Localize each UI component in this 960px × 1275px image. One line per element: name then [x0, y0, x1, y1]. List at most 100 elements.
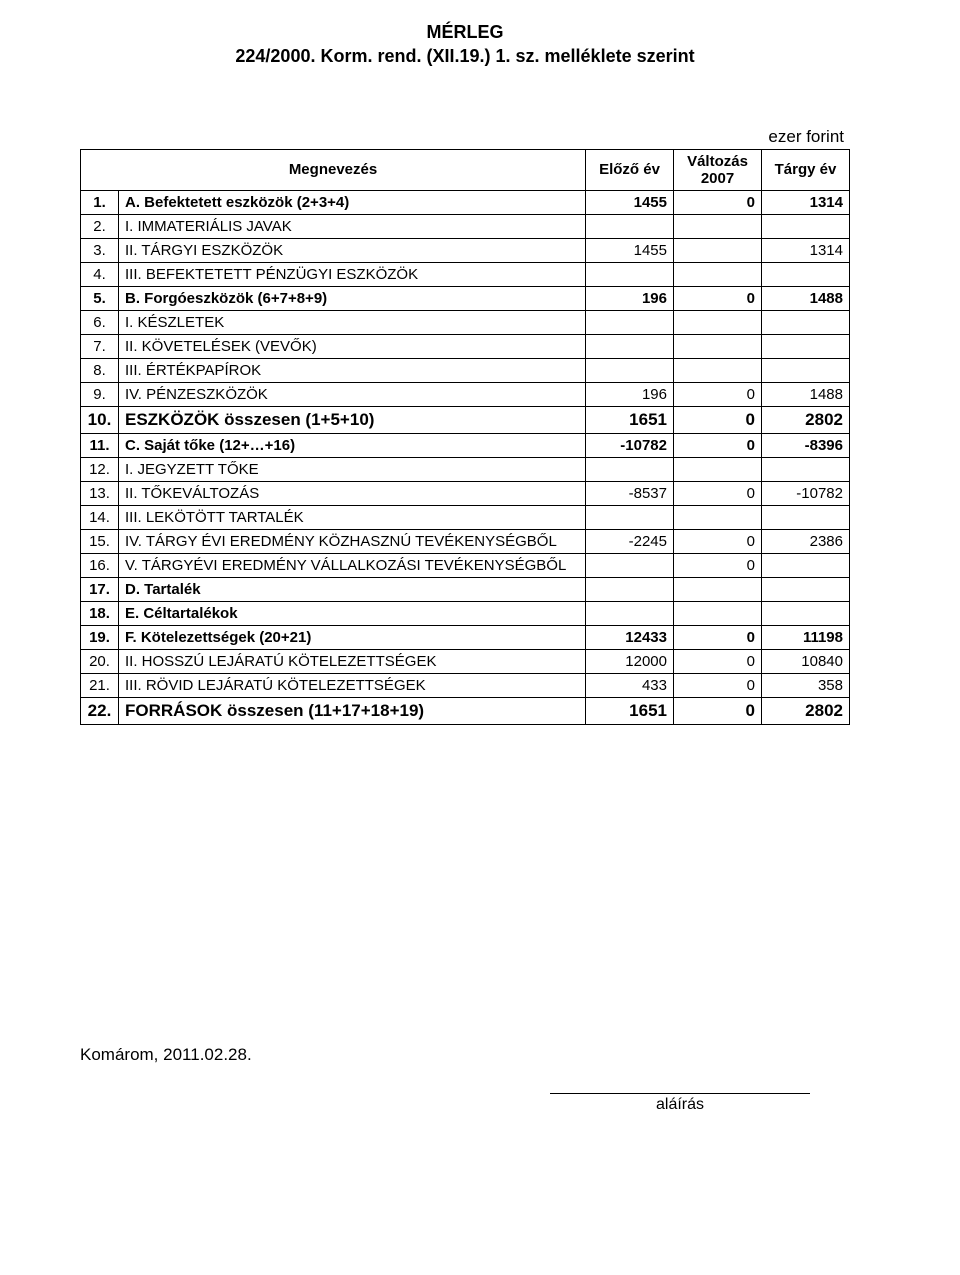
- row-number: 5.: [81, 286, 119, 310]
- row-change: [674, 334, 762, 358]
- balance-table: Megnevezés Előző év Változás 2007 Tárgy …: [80, 149, 850, 725]
- row-name: V. TÁRGYÉVI EREDMÉNY VÁLLALKOZÁSI TEVÉKE…: [119, 553, 586, 577]
- row-prev: 12000: [586, 649, 674, 673]
- row-curr: 10840: [762, 649, 850, 673]
- row-prev: 1651: [586, 406, 674, 433]
- row-curr: 1488: [762, 382, 850, 406]
- table-row: 8.III. ÉRTÉKPAPÍROK: [81, 358, 850, 382]
- row-number: 12.: [81, 457, 119, 481]
- row-prev: [586, 334, 674, 358]
- row-change: [674, 214, 762, 238]
- row-name: C. Saját tőke (12+…+16): [119, 433, 586, 457]
- table-row: 21.III. RÖVID LEJÁRATÚ KÖTELEZETTSÉGEK43…: [81, 673, 850, 697]
- col-header-curr: Tárgy év: [762, 149, 850, 190]
- row-curr: 1314: [762, 190, 850, 214]
- row-name: II. KÖVETELÉSEK (VEVŐK): [119, 334, 586, 358]
- table-row: 5.B. Forgóeszközök (6+7+8+9)19601488: [81, 286, 850, 310]
- row-prev: -2245: [586, 529, 674, 553]
- row-name: FORRÁSOK összesen (11+17+18+19): [119, 697, 586, 724]
- row-curr: [762, 262, 850, 286]
- row-curr: 11198: [762, 625, 850, 649]
- row-name: E. Céltartalékok: [119, 601, 586, 625]
- row-prev: [586, 505, 674, 529]
- row-name: III. ÉRTÉKPAPÍROK: [119, 358, 586, 382]
- row-number: 7.: [81, 334, 119, 358]
- table-row: 12.I. JEGYZETT TŐKE: [81, 457, 850, 481]
- row-name: II. TÁRGYI ESZKÖZÖK: [119, 238, 586, 262]
- row-name: III. RÖVID LEJÁRATÚ KÖTELEZETTSÉGEK: [119, 673, 586, 697]
- row-prev: [586, 457, 674, 481]
- row-name: III. BEFEKTETETT PÉNZÜGYI ESZKÖZÖK: [119, 262, 586, 286]
- row-number: 1.: [81, 190, 119, 214]
- table-row: 13.II. TŐKEVÁLTOZÁS-85370-10782: [81, 481, 850, 505]
- row-prev: 12433: [586, 625, 674, 649]
- row-curr: 2386: [762, 529, 850, 553]
- col-header-prev: Előző év: [586, 149, 674, 190]
- row-number: 3.: [81, 238, 119, 262]
- unit-label: ezer forint: [80, 127, 850, 147]
- row-curr: [762, 214, 850, 238]
- row-number: 9.: [81, 382, 119, 406]
- row-prev: [586, 262, 674, 286]
- table-row: 11.C. Saját tőke (12+…+16)-107820-8396: [81, 433, 850, 457]
- row-change: 0: [674, 529, 762, 553]
- table-row: 16.V. TÁRGYÉVI EREDMÉNY VÁLLALKOZÁSI TEV…: [81, 553, 850, 577]
- row-change: 0: [674, 625, 762, 649]
- row-prev: 196: [586, 382, 674, 406]
- row-name: II. TŐKEVÁLTOZÁS: [119, 481, 586, 505]
- row-number: 6.: [81, 310, 119, 334]
- table-head: Megnevezés Előző év Változás 2007 Tárgy …: [81, 149, 850, 190]
- row-curr: 1314: [762, 238, 850, 262]
- row-number: 17.: [81, 577, 119, 601]
- row-change: [674, 238, 762, 262]
- row-name: F. Kötelezettségek (20+21): [119, 625, 586, 649]
- row-name: I. KÉSZLETEK: [119, 310, 586, 334]
- row-name: ESZKÖZÖK összesen (1+5+10): [119, 406, 586, 433]
- row-name: D. Tartalék: [119, 577, 586, 601]
- row-change: [674, 577, 762, 601]
- table-row: 20.II. HOSSZÚ LEJÁRATÚ KÖTELEZETTSÉGEK12…: [81, 649, 850, 673]
- row-change: 0: [674, 649, 762, 673]
- table-body: 1.A. Befektetett eszközök (2+3+4)1455013…: [81, 190, 850, 724]
- row-number: 19.: [81, 625, 119, 649]
- page: MÉRLEG 224/2000. Korm. rend. (XII.19.) 1…: [0, 0, 960, 1275]
- row-number: 10.: [81, 406, 119, 433]
- row-name: IV. TÁRGY ÉVI EREDMÉNY KÖZHASZNÚ TEVÉKEN…: [119, 529, 586, 553]
- row-prev: -8537: [586, 481, 674, 505]
- table-row: 18.E. Céltartalékok: [81, 601, 850, 625]
- table-row: 17.D. Tartalék: [81, 577, 850, 601]
- row-change: [674, 505, 762, 529]
- row-prev: 196: [586, 286, 674, 310]
- table-row: 3.II. TÁRGYI ESZKÖZÖK14551314: [81, 238, 850, 262]
- row-number: 2.: [81, 214, 119, 238]
- row-change: [674, 358, 762, 382]
- table-row: 10.ESZKÖZÖK összesen (1+5+10)165102802: [81, 406, 850, 433]
- row-curr: [762, 457, 850, 481]
- row-prev: [586, 577, 674, 601]
- row-change: [674, 601, 762, 625]
- row-name: III. LEKÖTÖTT TARTALÉK: [119, 505, 586, 529]
- row-number: 8.: [81, 358, 119, 382]
- row-prev: 433: [586, 673, 674, 697]
- row-prev: [586, 601, 674, 625]
- row-change: 0: [674, 433, 762, 457]
- row-curr: 2802: [762, 406, 850, 433]
- row-number: 14.: [81, 505, 119, 529]
- row-curr: [762, 358, 850, 382]
- row-change: 0: [674, 673, 762, 697]
- row-change: [674, 262, 762, 286]
- row-change: 0: [674, 190, 762, 214]
- row-curr: 2802: [762, 697, 850, 724]
- table-row: 1.A. Befektetett eszközök (2+3+4)1455013…: [81, 190, 850, 214]
- row-prev: [586, 214, 674, 238]
- table-row: 22.FORRÁSOK összesen (11+17+18+19)165102…: [81, 697, 850, 724]
- table-row: 15.IV. TÁRGY ÉVI EREDMÉNY KÖZHASZNÚ TEVÉ…: [81, 529, 850, 553]
- col-header-change: Változás 2007: [674, 149, 762, 190]
- row-curr: 358: [762, 673, 850, 697]
- table-row: 9.IV. PÉNZESZKÖZÖK19601488: [81, 382, 850, 406]
- row-change: 0: [674, 553, 762, 577]
- row-number: 11.: [81, 433, 119, 457]
- row-curr: [762, 310, 850, 334]
- row-name: B. Forgóeszközök (6+7+8+9): [119, 286, 586, 310]
- table-row: 4.III. BEFEKTETETT PÉNZÜGYI ESZKÖZÖK: [81, 262, 850, 286]
